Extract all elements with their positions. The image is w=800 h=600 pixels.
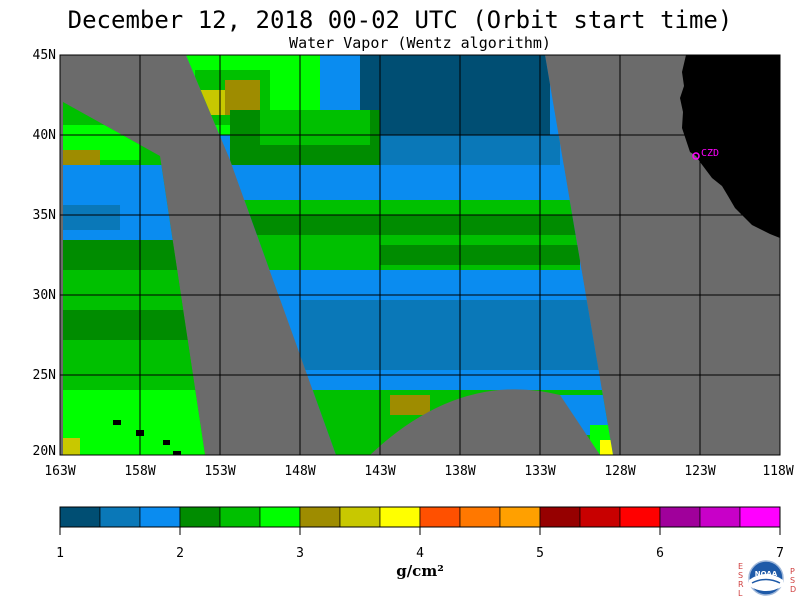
colorbar-swatch xyxy=(299,506,341,528)
colorbar-frame xyxy=(59,506,781,528)
colorbar-units-label: g/cm² xyxy=(396,562,444,580)
map-title: December 12, 2018 00-02 UTC (Orbit start… xyxy=(67,6,733,34)
map-subtitle: Water Vapor (Wentz algorithm) xyxy=(289,34,551,52)
longitude-labels: 163W 158W 153W 148W 143W 138W 133W 128W … xyxy=(44,464,793,479)
colorbar-swatch xyxy=(619,506,661,528)
colorbar-swatch xyxy=(739,506,781,528)
colorbar-swatch xyxy=(419,506,461,528)
colorbar-swatch xyxy=(179,506,221,528)
colorbar-swatch xyxy=(59,506,101,528)
colorbar-swatch xyxy=(579,506,621,528)
colorbar-tick: 4 xyxy=(416,546,424,561)
colorbar-tick: 5 xyxy=(536,546,544,561)
esrl-letter: L xyxy=(738,589,743,598)
lat-label: 20N xyxy=(33,444,56,459)
map-frame xyxy=(59,54,781,456)
station-marker: CZD xyxy=(692,148,719,160)
esrl-letter: E xyxy=(738,562,743,571)
colorbar-swatch xyxy=(499,506,541,528)
esrl-letter: R xyxy=(738,580,744,589)
lon-label: 143W xyxy=(364,464,395,479)
lon-label: 133W xyxy=(524,464,555,479)
lon-label: 138W xyxy=(444,464,475,479)
colorbar-swatch xyxy=(659,506,701,528)
no-data-region xyxy=(370,389,600,455)
esrl-letter: S xyxy=(738,571,743,580)
noaa-logo-text: NOAA xyxy=(755,570,778,578)
lat-label: 25N xyxy=(33,368,56,383)
lon-label: 128W xyxy=(604,464,635,479)
color-bar xyxy=(59,506,781,535)
lon-label: 118W xyxy=(762,464,793,479)
graticule xyxy=(60,55,780,455)
color-bar-ticks: 1 2 3 4 5 6 7 xyxy=(56,546,784,561)
colorbar-swatch xyxy=(259,506,301,528)
station-label: CZD xyxy=(701,148,719,159)
psd-letter: S xyxy=(790,576,795,585)
colorbar-swatch xyxy=(139,506,181,528)
colorbar-swatch xyxy=(339,506,381,528)
colorbar-swatch xyxy=(99,506,141,528)
land-north-america xyxy=(680,55,780,238)
colorbar-swatch xyxy=(459,506,501,528)
colorbar-swatch xyxy=(539,506,581,528)
colorbar-tick: 1 xyxy=(56,546,64,561)
colorbar-tick: 2 xyxy=(176,546,184,561)
colorbar-tick: 7 xyxy=(776,546,784,561)
lat-label: 30N xyxy=(33,288,56,303)
lon-label: 163W xyxy=(44,464,75,479)
colorbar-swatch xyxy=(219,506,261,528)
lat-label: 35N xyxy=(33,208,56,223)
psd-letter: P xyxy=(790,567,795,576)
lat-label: 40N xyxy=(33,128,56,143)
colorbar-tick: 3 xyxy=(296,546,304,561)
lon-label: 158W xyxy=(124,464,155,479)
colorbar-swatch xyxy=(699,506,741,528)
latitude-labels: 45N 40N 35N 30N 25N 20N xyxy=(33,48,56,459)
colorbar-tick: 6 xyxy=(656,546,664,561)
lon-label: 148W xyxy=(284,464,315,479)
lat-label: 45N xyxy=(33,48,56,63)
lon-label: 123W xyxy=(684,464,715,479)
psd-letter: D xyxy=(790,585,796,594)
noaa-logo: E S R L P S D NOAA xyxy=(738,560,796,598)
lon-label: 153W xyxy=(204,464,235,479)
colorbar-swatch xyxy=(379,506,421,528)
